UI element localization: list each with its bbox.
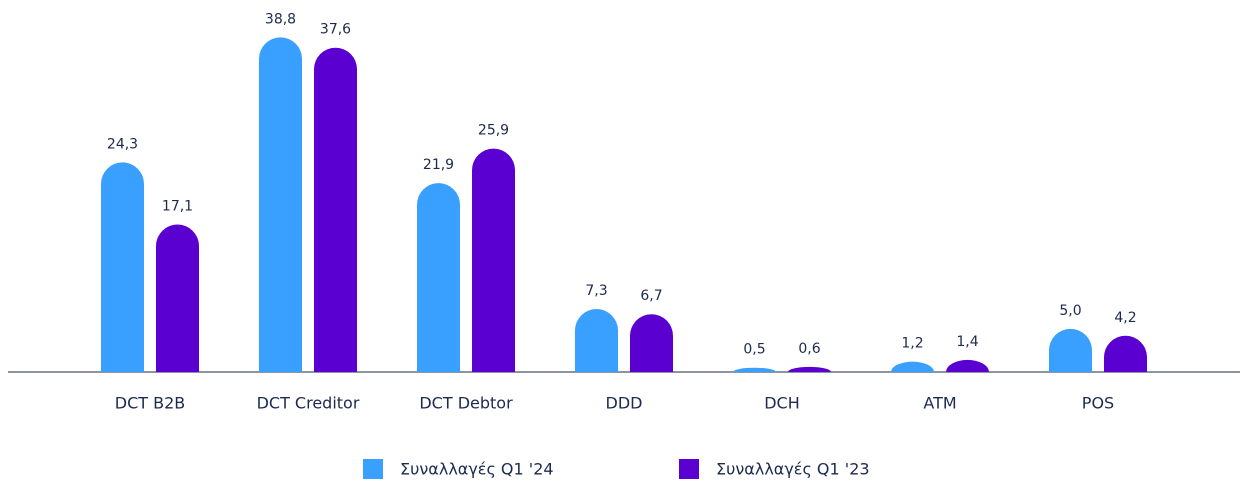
value-label: 5,0 bbox=[1059, 303, 1081, 319]
x-tick-label: DCH bbox=[764, 394, 800, 413]
bar bbox=[259, 37, 302, 372]
x-tick-label: DCT Debtor bbox=[419, 394, 513, 413]
value-label: 37,6 bbox=[320, 22, 351, 38]
x-tick-label: ATM bbox=[923, 394, 956, 413]
x-tick-label: DDD bbox=[606, 394, 643, 413]
value-label: 0,6 bbox=[798, 341, 820, 357]
x-tick-label: POS bbox=[1082, 394, 1114, 413]
bar bbox=[891, 361, 934, 372]
bar bbox=[417, 183, 460, 372]
x-tick-label: DCT Creditor bbox=[257, 394, 360, 413]
bar bbox=[1104, 335, 1147, 372]
value-label: 25,9 bbox=[478, 123, 509, 139]
value-label: 38,8 bbox=[265, 11, 296, 27]
value-label: 1,4 bbox=[956, 334, 978, 350]
bar bbox=[575, 309, 618, 372]
legend-label: Συναλλαγές Q1 '24 bbox=[400, 460, 554, 479]
bar bbox=[630, 314, 673, 372]
legend-swatch bbox=[679, 459, 699, 479]
bar bbox=[101, 162, 144, 372]
value-label: 4,2 bbox=[1114, 310, 1136, 326]
value-label: 0,5 bbox=[743, 342, 765, 358]
bar bbox=[1049, 328, 1092, 372]
bar bbox=[314, 47, 357, 372]
value-label: 6,7 bbox=[640, 288, 662, 304]
value-label: 7,3 bbox=[585, 283, 607, 299]
bar bbox=[788, 366, 831, 372]
bar bbox=[733, 367, 776, 372]
x-tick-label: DCT B2B bbox=[115, 394, 185, 413]
legend-swatch bbox=[363, 459, 383, 479]
value-label: 21,9 bbox=[423, 157, 454, 173]
legend-label: Συναλλαγές Q1 '23 bbox=[716, 460, 870, 479]
bar bbox=[946, 359, 989, 372]
value-label: 24,3 bbox=[107, 136, 138, 152]
value-label: 1,2 bbox=[901, 336, 923, 352]
bar bbox=[472, 148, 515, 372]
value-label: 17,1 bbox=[162, 199, 193, 215]
bar bbox=[156, 224, 199, 372]
